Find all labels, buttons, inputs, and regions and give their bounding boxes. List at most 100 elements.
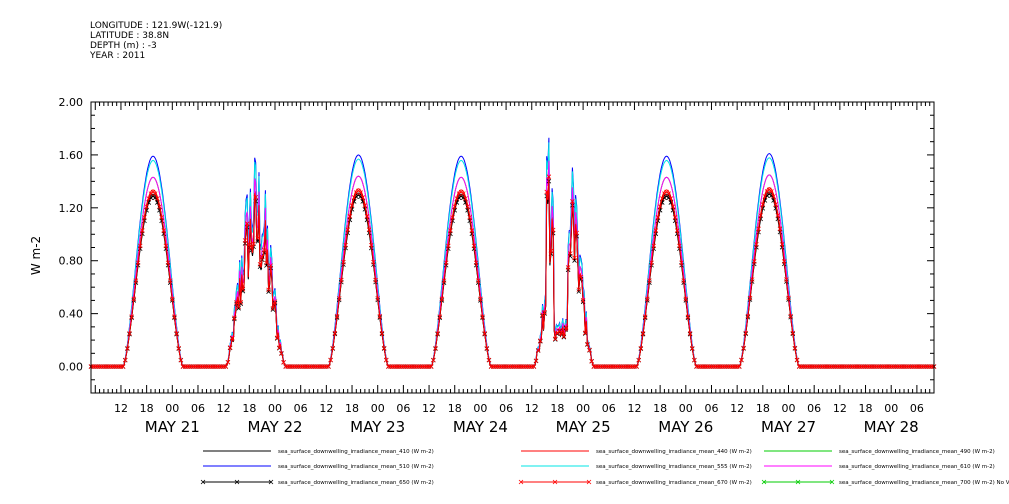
legend-label: sea_surface_downwelling_irradiance_mean_…	[278, 464, 434, 470]
series-line	[91, 181, 934, 367]
series-line	[91, 137, 934, 367]
y-tick-label: 0.40	[59, 308, 84, 321]
x-hour-label: 00	[371, 402, 385, 415]
series-marker	[253, 194, 259, 200]
series-marker	[781, 259, 787, 264]
series-marker	[642, 314, 648, 319]
series-marker	[565, 265, 571, 270]
legend-label: sea_surface_downwelling_irradiance_mean_…	[839, 464, 995, 470]
x-date-label: MAY 28	[864, 418, 919, 436]
series-marker	[666, 191, 671, 196]
series-marker	[144, 204, 149, 209]
series-marker	[341, 259, 346, 265]
series-line	[91, 142, 934, 367]
series-marker	[572, 255, 577, 261]
series-marker	[461, 191, 466, 196]
series-marker	[751, 259, 757, 264]
series-marker	[373, 277, 378, 283]
series-marker	[120, 364, 126, 369]
series-marker	[670, 204, 676, 209]
series-marker	[683, 296, 689, 302]
series-marker	[771, 194, 776, 199]
x-hour-label: 18	[345, 402, 359, 415]
series-marker	[326, 364, 331, 369]
series-marker	[262, 247, 267, 253]
x-hour-label: 00	[679, 402, 693, 415]
x-hour-label: 06	[191, 402, 205, 415]
x-hour-label: 18	[242, 402, 256, 415]
series-marker	[266, 287, 271, 293]
series-marker	[383, 357, 389, 363]
legend-label: sea_surface_downwelling_irradiance_mean_…	[596, 449, 752, 455]
series-marker	[266, 289, 271, 294]
series-marker	[371, 259, 376, 265]
series-marker	[227, 345, 233, 350]
series-marker	[486, 357, 492, 363]
series-marker	[345, 227, 351, 232]
series-marker	[657, 204, 663, 209]
series-marker	[553, 337, 558, 342]
legend-marker	[761, 479, 767, 485]
series-marker	[229, 335, 235, 341]
series-marker	[542, 310, 547, 315]
series-marker	[364, 214, 370, 219]
series-marker	[381, 345, 387, 351]
series-marker	[760, 202, 766, 207]
series-marker	[655, 214, 661, 220]
series-marker	[561, 334, 567, 339]
legend-marker	[518, 479, 524, 485]
series-marker	[467, 214, 472, 220]
x-date-label: MAY 25	[556, 418, 611, 436]
series-marker	[152, 191, 158, 196]
series-marker	[465, 204, 470, 209]
series-marker	[377, 314, 383, 319]
x-hour-label: 06	[294, 402, 308, 415]
series-marker	[478, 296, 483, 302]
series-marker	[636, 357, 642, 363]
series-marker	[135, 260, 141, 266]
series-marker	[681, 278, 686, 283]
series-marker	[366, 227, 372, 232]
series-marker	[668, 196, 674, 201]
series-marker	[544, 189, 550, 195]
series-marker	[446, 243, 451, 249]
series-marker	[786, 295, 791, 301]
series-marker	[674, 228, 680, 233]
x-date-label: MAY 26	[658, 418, 713, 436]
x-date-label: MAY 23	[350, 418, 405, 436]
series-marker	[277, 345, 282, 351]
series-marker	[142, 214, 147, 220]
series-line	[91, 160, 934, 367]
series-marker	[336, 296, 342, 301]
series-marker	[274, 335, 280, 341]
series-marker	[647, 278, 652, 283]
series-marker	[463, 196, 468, 201]
series-marker	[480, 314, 485, 319]
series-marker	[328, 357, 333, 363]
series-marker	[762, 194, 768, 199]
x-hour-label: 06	[704, 402, 718, 415]
x-hour-label: 18	[859, 402, 873, 415]
x-hour-label: 00	[576, 402, 590, 415]
year-text: YEAR : 2011	[90, 51, 146, 61]
series-marker	[238, 301, 244, 307]
series-marker	[777, 226, 783, 232]
series-marker	[369, 242, 374, 248]
series-marker	[236, 306, 241, 311]
y-tick-label: 1.60	[59, 149, 84, 162]
series-marker	[741, 345, 746, 351]
series-marker	[351, 195, 357, 200]
x-hour-label: 06	[602, 402, 616, 415]
plot-frame	[90, 101, 935, 394]
legend-marker	[795, 479, 801, 485]
x-hour-label: 00	[268, 402, 282, 415]
series-marker	[749, 277, 755, 282]
series-marker	[475, 278, 481, 283]
series-marker	[578, 274, 584, 280]
series-marker	[452, 204, 458, 209]
series-line	[91, 176, 934, 367]
series-marker	[439, 296, 445, 302]
series-marker	[125, 345, 130, 351]
y-tick-label: 2.00	[59, 96, 84, 109]
